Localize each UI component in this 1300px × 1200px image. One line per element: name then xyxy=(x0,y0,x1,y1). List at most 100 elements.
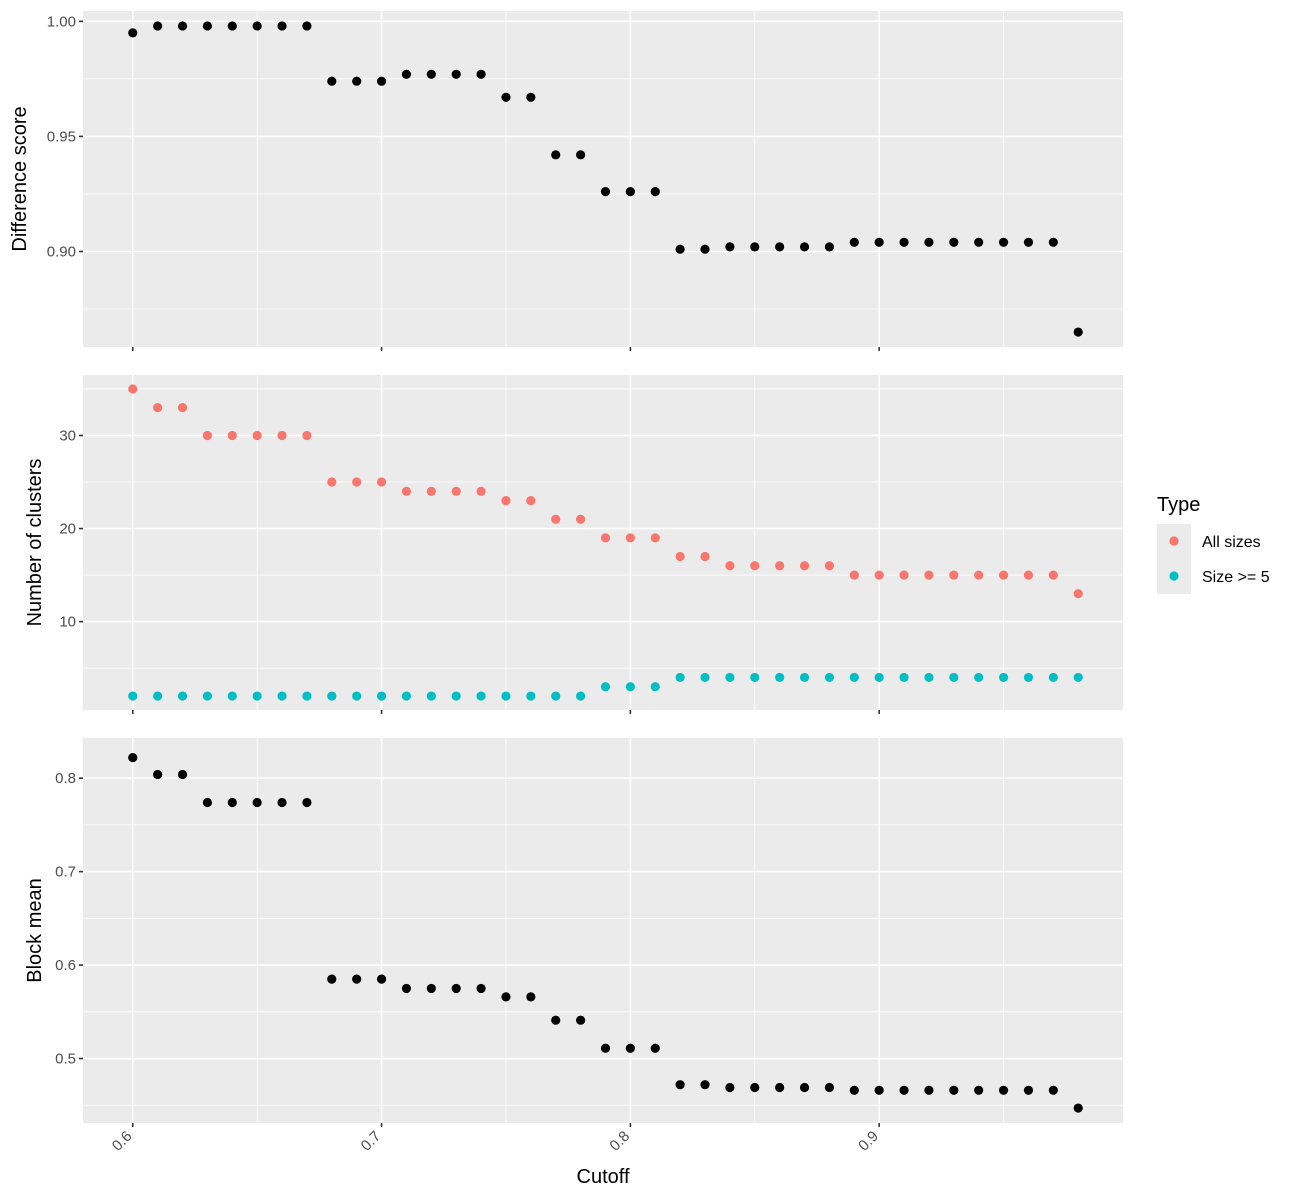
data-point xyxy=(799,1082,810,1093)
data-point xyxy=(775,242,785,252)
data-point xyxy=(451,983,461,994)
data-point xyxy=(302,430,312,441)
data-point xyxy=(177,21,188,31)
data-point xyxy=(750,242,760,252)
data-point xyxy=(476,983,486,994)
data-point xyxy=(700,672,710,683)
data-point xyxy=(725,1082,735,1093)
y-axis-title: Difference score xyxy=(9,106,31,251)
series-1-points xyxy=(128,384,1083,599)
data-point xyxy=(277,691,287,701)
data-point xyxy=(426,486,436,496)
data-point xyxy=(650,1043,660,1053)
data-point xyxy=(750,672,760,683)
data-point xyxy=(526,92,536,102)
data-point xyxy=(252,797,262,808)
data-point xyxy=(998,672,1009,683)
data-point xyxy=(177,769,188,780)
y-tick-label: 1.00 xyxy=(47,13,76,30)
data-point xyxy=(874,672,884,683)
data-point xyxy=(700,244,710,254)
data-point xyxy=(352,76,362,86)
data-point xyxy=(949,672,959,683)
y-tick-label: 30 xyxy=(59,427,76,444)
y-tick-label: 20 xyxy=(59,521,76,538)
data-point xyxy=(725,672,735,683)
data-point xyxy=(849,672,859,683)
data-point xyxy=(675,551,685,562)
data-point xyxy=(725,242,735,252)
data-point xyxy=(1073,327,1083,337)
data-point xyxy=(974,237,984,247)
data-point xyxy=(974,570,984,580)
data-point xyxy=(600,187,611,197)
data-point xyxy=(1048,672,1058,683)
data-point xyxy=(476,691,486,701)
data-point xyxy=(899,1085,909,1095)
data-point xyxy=(227,691,237,701)
data-point xyxy=(974,1085,984,1095)
data-point xyxy=(576,691,586,701)
data-point xyxy=(799,242,810,252)
data-point xyxy=(551,691,561,701)
y-tick-label: 0.8 xyxy=(55,770,76,787)
data-point xyxy=(153,769,163,780)
series-1-points xyxy=(128,21,1083,337)
data-point xyxy=(376,691,387,701)
data-point xyxy=(202,797,213,808)
data-point xyxy=(227,430,237,441)
data-point xyxy=(775,561,785,571)
data-point xyxy=(650,682,660,692)
data-point xyxy=(700,551,710,562)
data-point xyxy=(501,496,511,506)
data-point xyxy=(277,430,287,441)
data-point xyxy=(551,1015,561,1025)
data-point xyxy=(650,187,660,197)
data-point xyxy=(874,237,884,247)
panel-background xyxy=(83,11,1123,347)
data-point xyxy=(824,672,835,683)
data-point xyxy=(426,69,436,79)
data-point xyxy=(924,237,934,247)
data-point xyxy=(551,150,561,160)
data-point xyxy=(376,974,387,984)
data-point xyxy=(451,486,461,496)
data-point xyxy=(501,691,511,701)
data-point xyxy=(675,244,685,254)
data-point xyxy=(874,570,884,580)
data-point xyxy=(1048,237,1058,247)
legend: Type All sizes Size >= 5 xyxy=(1157,494,1270,594)
data-point xyxy=(327,477,337,487)
data-point xyxy=(401,691,412,701)
y-tick-label: 0.90 xyxy=(47,243,76,260)
panel-1: 0.90 0.95 1.00 Difference score xyxy=(9,11,1123,351)
panel-background xyxy=(83,738,1123,1123)
y-tick-label: 0.6 xyxy=(55,957,76,974)
data-point xyxy=(899,672,909,683)
data-point xyxy=(849,1085,859,1095)
data-point xyxy=(874,1085,884,1095)
series-2-points xyxy=(128,672,1083,701)
data-point xyxy=(202,21,213,31)
data-point xyxy=(949,570,959,580)
data-point xyxy=(252,430,262,441)
data-point xyxy=(128,753,138,763)
data-point xyxy=(302,21,312,31)
data-point xyxy=(974,672,984,683)
data-point xyxy=(501,992,511,1002)
data-point xyxy=(899,237,909,247)
x-tick-label: 0.7 xyxy=(358,1128,385,1155)
y-axis-title: Block mean xyxy=(24,878,46,983)
data-point xyxy=(675,1080,685,1090)
data-point xyxy=(998,237,1009,247)
data-point xyxy=(600,533,611,543)
data-point xyxy=(177,691,188,701)
data-point xyxy=(576,1015,586,1025)
data-point xyxy=(451,69,461,79)
data-point xyxy=(202,691,213,701)
data-point xyxy=(277,797,287,808)
data-point xyxy=(227,21,237,31)
data-point xyxy=(849,237,859,247)
data-point xyxy=(1023,570,1034,580)
